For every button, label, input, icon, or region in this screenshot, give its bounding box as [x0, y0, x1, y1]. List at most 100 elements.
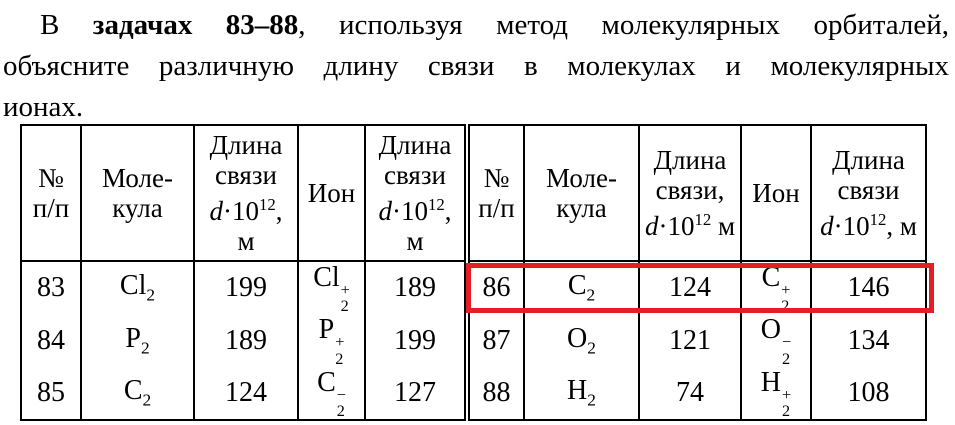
element-symbol: O — [567, 322, 588, 354]
task-number-cell: 88 — [464, 366, 525, 421]
paragraph-text: , используя метод молекулярных орбиталей… — [298, 9, 949, 41]
molecule-subscript: 2 — [146, 285, 156, 305]
power-exponent: 12 — [259, 195, 276, 214]
intro-paragraph: В задачах 83–88, используя метод молекул… — [3, 5, 949, 128]
paragraph-text: В — [40, 9, 93, 41]
ion-subscript: 2 — [781, 297, 790, 315]
d-symbol: d — [644, 211, 659, 241]
ion-bond-length-cell: 134 — [810, 314, 927, 367]
header-molecule-left: Моле- кула — [80, 124, 195, 262]
hdr-formula: d·1012, м — [813, 205, 924, 241]
ion-cell: C −2 — [297, 366, 366, 421]
bond-length-cell: 189 — [193, 314, 299, 367]
header-molecule-line1: Моле- — [546, 163, 617, 193]
element-symbol: O — [760, 314, 782, 346]
molecule-formula: C2 — [567, 270, 595, 305]
header-bond-length-molecule-left: Длина связи d·1012, м — [193, 124, 299, 262]
bond-length-cell-highlighted: 124 — [638, 261, 742, 315]
paragraph-line-2: объясните различную длину связи в молеку… — [3, 50, 949, 82]
hdr-word: связи — [215, 160, 277, 190]
header-num-line2: п/п — [478, 193, 515, 223]
ion-charge: + — [335, 333, 345, 352]
ion-sub-sup-stack: +2 — [340, 280, 350, 315]
power-exponent: 12 — [428, 195, 445, 214]
element-symbol: C — [567, 270, 587, 302]
ion-cell: O −2 — [740, 314, 812, 367]
table-row-83-86: 83 Cl2 199 Cl +2 189 86 C2 124 C +2 146 — [20, 261, 927, 315]
header-ion-left: Ион — [297, 124, 366, 262]
ion-bond-length-cell: 199 — [364, 314, 468, 367]
header-ion-right: Ион — [740, 124, 812, 262]
ion-cell: Cl +2 — [297, 261, 366, 315]
ion-formula: H +2 — [761, 367, 791, 419]
element-symbol: C — [761, 262, 781, 293]
ion-sub-sup-stack: +2 — [782, 386, 791, 420]
power-base: ·10 — [833, 211, 870, 241]
molecule-cell: H2 — [523, 366, 640, 421]
ion-sub-sup-stack: −2 — [336, 385, 346, 420]
ion-formula: O −2 — [760, 314, 791, 366]
header-num-left: № п/п — [20, 124, 82, 262]
element-symbol: C — [123, 375, 143, 407]
header-molecule-right: Моле- кула — [523, 124, 640, 262]
ion-charge: + — [781, 280, 791, 299]
header-molecule-line2: кула — [556, 193, 607, 223]
comma: , — [444, 196, 452, 226]
hdr-word: связи, — [655, 175, 725, 205]
hdr-word: Длина — [378, 130, 452, 160]
molecule-subscript: 2 — [587, 390, 596, 410]
hdr-word: связи — [384, 160, 446, 190]
header-num-line1: № — [483, 163, 510, 193]
element-symbol: P — [318, 314, 335, 346]
task-number-cell-highlighted: 86 — [464, 261, 525, 315]
ion-charge: − — [336, 385, 346, 404]
molecule-subscript: 2 — [142, 390, 152, 410]
hdr-word: связи — [837, 175, 900, 205]
ion-bond-length-cell: 189 — [364, 261, 468, 315]
molecule-formula: Cl2 — [119, 270, 155, 305]
ion-subscript: 2 — [336, 401, 345, 420]
hdr-unit: м — [237, 226, 255, 256]
element-symbol: C — [317, 366, 336, 398]
task-number-cell: 87 — [464, 314, 525, 367]
molecule-subscript: 2 — [587, 338, 596, 358]
d-symbol: d — [378, 196, 393, 226]
bond-length-table: № п/п Моле- кула Длина связи d·1012, м И… — [20, 124, 927, 422]
molecule-subscript: 2 — [586, 285, 596, 305]
ion-subscript: 2 — [335, 349, 344, 367]
ion-formula: C +2 — [761, 262, 791, 314]
ion-sub-sup-stack: +2 — [335, 333, 345, 367]
element-symbol: Cl — [119, 270, 147, 302]
d-symbol: d — [820, 211, 834, 241]
molecule-cell-highlighted: C2 — [523, 261, 640, 315]
ion-subscript: 2 — [782, 349, 791, 367]
header-num-line2: п/п — [32, 193, 70, 223]
comma: , — [275, 196, 283, 226]
header-num-right: № п/п — [464, 124, 525, 262]
header-bond-length-molecule-right: Длина связи, d·1012 м — [638, 124, 742, 262]
ion-formula: Cl +2 — [313, 262, 350, 314]
ion-sub-sup-stack: −2 — [782, 334, 791, 367]
task-number-cell: 84 — [20, 314, 82, 367]
ion-cell: P +2 — [297, 314, 366, 367]
hdr-word: Длина — [653, 145, 727, 175]
unit: м — [711, 211, 736, 241]
ion-subscript: 2 — [782, 401, 791, 420]
bond-length-cell: 74 — [638, 366, 742, 421]
header-molecule-line1: Моле- — [102, 163, 173, 193]
element-symbol: H — [567, 375, 588, 407]
bond-length-cell: 199 — [193, 261, 299, 315]
paragraph-line-1: В задачах 83–88, используя метод молекул… — [3, 5, 949, 46]
bond-length-table-grid: № п/п Моле- кула Длина связи d·1012, м И… — [20, 124, 927, 422]
element-symbol: Cl — [313, 262, 340, 293]
table-header-row: № п/п Моле- кула Длина связи d·1012, м И… — [20, 124, 927, 262]
paragraph-line-3: ионах. — [3, 91, 84, 123]
hdr-unit: м — [406, 226, 424, 256]
ion-bond-length-cell-highlighted: 146 — [810, 261, 927, 315]
bond-length-cell: 121 — [638, 314, 742, 367]
molecule-subscript: 2 — [140, 338, 150, 358]
ion-formula: P +2 — [318, 314, 345, 366]
ion-charge: + — [340, 280, 350, 299]
hdr-formula: d·1012, — [367, 190, 464, 226]
